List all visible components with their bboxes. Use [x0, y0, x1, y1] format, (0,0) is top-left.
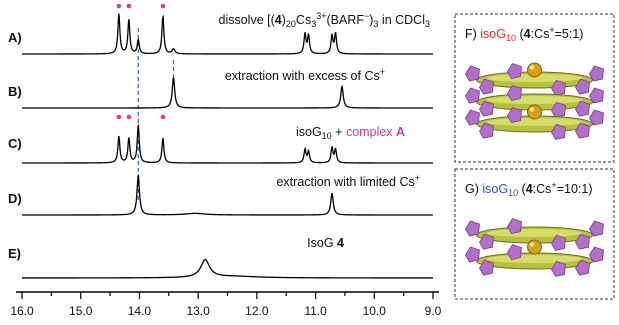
- barf-counterion: [507, 218, 522, 235]
- box-label-F: F) isoG10 (4:Cs+=5:1): [465, 25, 583, 43]
- panel-annotation-B: extraction with excess of Cs+: [225, 67, 385, 83]
- spectrum-C: [22, 123, 433, 164]
- spectrum-A: [22, 13, 433, 55]
- barf-counterion: [479, 259, 494, 276]
- tick-label: 12.0: [245, 304, 269, 318]
- barf-counterion: [465, 65, 480, 82]
- tick-label: 10.0: [363, 304, 387, 318]
- barf-counterion: [589, 220, 604, 237]
- tick-label: 11.0: [304, 304, 327, 318]
- panel-label-A: A): [8, 30, 22, 45]
- cesium-ion-highlight: [529, 107, 535, 112]
- barf-counterion: [507, 63, 522, 80]
- box-frame: [454, 13, 615, 163]
- barf-counterion: [589, 87, 604, 104]
- barf-counterion: [575, 78, 590, 95]
- cesium-ion: [527, 239, 542, 255]
- peak-marker-dot: [126, 3, 132, 9]
- panel-annotation-A: dissolve [(4)20Cs33+(BARF−)3 in CDCl3: [219, 11, 431, 29]
- barf-counterion: [465, 246, 480, 263]
- barf-counterion: [507, 244, 522, 261]
- reference-guides: [137, 28, 175, 200]
- structure-boxes: F) isoG10 (4:Cs+=5:1) G) isoG10 (4:Cs+=10…: [454, 13, 615, 300]
- panel-label-D: D): [8, 191, 22, 206]
- barf-counterion: [507, 85, 522, 102]
- tick-label: 14.0: [128, 304, 152, 318]
- barf-counterion: [589, 65, 604, 82]
- box-label-G: G) isoG10 (4:Cs+=10:1): [465, 180, 592, 198]
- base-layer-highlight: [486, 229, 583, 237]
- cesium-ion: [527, 104, 542, 120]
- barf-counterion: [589, 246, 604, 263]
- barf-counterion: [551, 234, 566, 251]
- barf-counterion: [551, 123, 566, 140]
- spectrum-D: [22, 174, 433, 216]
- spectrum-E: [21, 258, 433, 279]
- panel-label-B: B): [8, 84, 22, 99]
- barf-counterion: [551, 260, 566, 277]
- barf-counterion: [479, 100, 494, 117]
- barf-counterion: [479, 233, 494, 250]
- panel-label-E: E): [8, 246, 21, 261]
- panel-annotation-D: extraction with limited Cs+: [276, 173, 420, 189]
- panel-annotation-E: IsoG 4: [307, 236, 344, 250]
- molecular-model: [465, 218, 604, 277]
- barf-counterion: [589, 109, 604, 126]
- barf-counterion: [575, 233, 590, 250]
- barf-counterion: [465, 220, 480, 237]
- tick-label: 16.0: [10, 304, 34, 318]
- panel-labels: A) dissolve [(4)20Cs33+(BARF−)3 in CDCl3 B…: [8, 11, 430, 261]
- barf-counterion: [479, 78, 494, 95]
- molecular-model: [465, 62, 604, 140]
- barf-counterion: [575, 100, 590, 117]
- barf-counterion: [465, 109, 480, 126]
- base-layer-highlight: [486, 255, 583, 263]
- panel-annotation-C: isoG10 + complex A: [296, 125, 405, 141]
- barf-counterion: [479, 122, 494, 139]
- box-frame: [454, 168, 615, 300]
- peak-marker-dot: [116, 3, 122, 9]
- spectrum-B: [22, 77, 433, 109]
- box-F: F) isoG10 (4:Cs+=5:1): [454, 13, 615, 163]
- peak-marker-dot: [116, 114, 122, 120]
- peak-marker-dot: [126, 114, 132, 120]
- cesium-ion-highlight: [529, 242, 535, 247]
- box-G: G) isoG10 (4:Cs+=10:1): [454, 168, 615, 300]
- panel-label-C: C): [8, 136, 22, 151]
- barf-counterion: [465, 87, 480, 104]
- barf-counterion: [575, 122, 590, 139]
- barf-counterion: [575, 259, 590, 276]
- tick-label: 9.0: [425, 304, 442, 318]
- tick-label: 13.0: [186, 304, 210, 318]
- tick-label: 15.0: [69, 304, 93, 318]
- cesium-ion: [527, 62, 542, 78]
- base-layer-highlight: [486, 96, 583, 104]
- cesium-ion-highlight: [529, 65, 535, 70]
- peak-marker-dot: [160, 114, 166, 120]
- barf-counterion: [507, 107, 522, 124]
- ppm-axis: 16.0 15.0 14.0 13.0 12.0 11.0 10.0 9.0: [10, 291, 442, 318]
- peak-marker-dot: [160, 3, 166, 9]
- nmr-spectra: [21, 3, 433, 279]
